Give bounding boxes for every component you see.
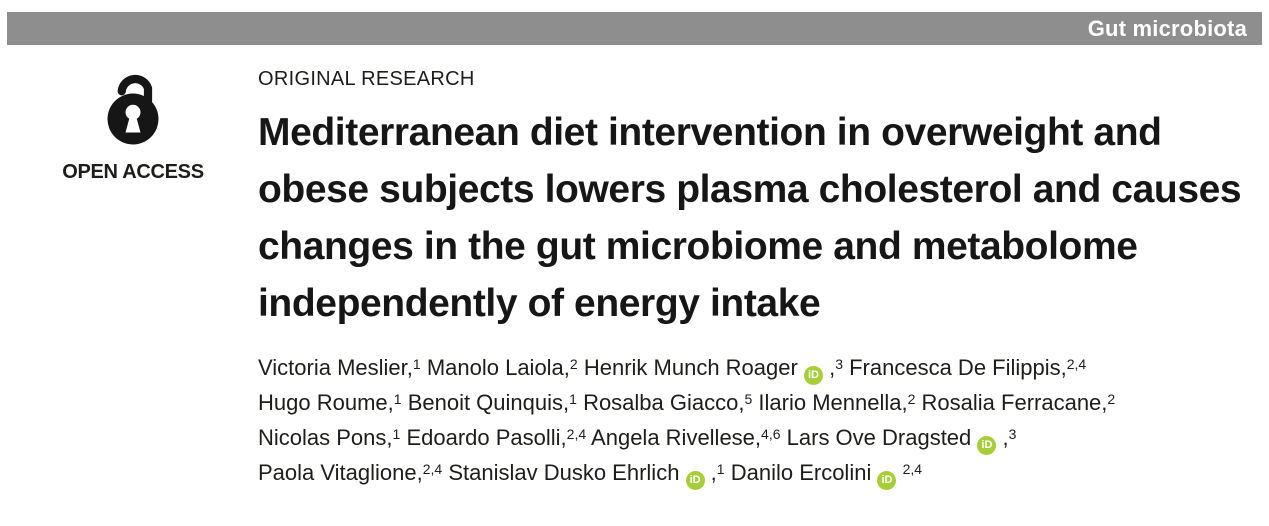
open-access-padlock-icon [100, 74, 166, 150]
topic-banner-label: Gut microbiota [1087, 15, 1247, 41]
author-affiliation-sup: 3 [1008, 425, 1017, 442]
author: Henrik Munch Roager iD ,3 [583, 355, 843, 385]
author-name: Lars Ove Dragsted [786, 425, 972, 450]
author: Rosalia Ferracane,2 [921, 390, 1116, 415]
author-name: Rosalba Giacco [583, 390, 739, 415]
author: Paola Vitaglione,2,4 [258, 460, 443, 485]
author: Victoria Meslier,1 [258, 355, 421, 380]
author-name: Manolo Laiola [426, 355, 564, 380]
author: Stanislav Dusko Ehrlich iD ,1 [448, 460, 725, 490]
author: Lars Ove Dragsted iD ,3 [786, 425, 1017, 455]
author-affiliation-sup: 1 [412, 355, 421, 372]
topic-banner: Gut microbiota [7, 12, 1262, 45]
author: Nicolas Pons,1 [258, 425, 401, 450]
author-name: Angela Rivellese [591, 425, 755, 450]
article-type-label: ORIGINAL RESEARCH [258, 68, 475, 90]
author-affiliation-sup: 2 [569, 355, 578, 372]
author: Manolo Laiola,2 [426, 355, 578, 380]
author-name: Henrik Munch Roager [583, 355, 798, 380]
author-name: Benoit Quinquis [407, 390, 564, 415]
author-name: Stanislav Dusko Ehrlich [448, 460, 680, 485]
author-name: Danilo Ercolini [730, 460, 872, 485]
author-affiliation-sup: 3 [835, 355, 843, 372]
author-affiliation-sup: 1 [393, 390, 402, 407]
author-name: Rosalia Ferracane [921, 390, 1102, 415]
author-affiliation-sup: 2,4 [902, 460, 923, 477]
author-affiliation-sup: 5 [744, 390, 753, 407]
author-affiliation-sup: 2 [907, 390, 916, 407]
author-affiliation-sup: 2,4 [1066, 355, 1087, 372]
author-affiliation-sup: 1 [716, 460, 725, 477]
author: Rosalba Giacco,5 [583, 390, 753, 415]
author-affiliation-sup: 2,4 [422, 460, 443, 477]
open-access-block: OPEN ACCESS [60, 62, 206, 184]
author: Francesca De Filippis,2,4 [849, 355, 1087, 380]
author-affiliation-sup: 1 [392, 425, 401, 442]
open-access-label: OPEN ACCESS [62, 161, 204, 183]
author-name: Ilario Mennella [758, 390, 902, 415]
author-name: Paola Vitaglione [258, 460, 417, 485]
author-affiliation-sup: 1 [569, 390, 577, 407]
author: Benoit Quinquis,1 [407, 390, 577, 415]
author: Angela Rivellese,4,6 [591, 425, 781, 450]
author-name: Hugo Roume [258, 390, 388, 415]
orcid-icon[interactable]: iD [877, 471, 897, 490]
orcid-icon[interactable]: iD [977, 436, 997, 455]
orcid-icon[interactable]: iD [803, 366, 823, 385]
author-name: Edoardo Pasolli [406, 425, 561, 450]
author-affiliation-sup: 4,6 [761, 425, 781, 442]
author-list: Victoria Meslier,1 Manolo Laiola,2 Henri… [258, 350, 1258, 490]
article-main-column: ORIGINAL RESEARCH Mediterranean diet int… [258, 68, 1258, 490]
article-title: Mediterranean diet intervention in overw… [258, 111, 1242, 325]
orcid-icon[interactable]: iD [685, 471, 705, 490]
author: Ilario Mennella,2 [758, 390, 916, 415]
author: Danilo Ercolini iD 2,4 [730, 460, 923, 490]
author-name: Nicolas Pons [258, 425, 387, 450]
author-name: Victoria Meslier [258, 355, 407, 380]
author-name: Francesca De Filippis [849, 355, 1061, 380]
author: Hugo Roume,1 [258, 390, 402, 415]
author-affiliation-sup: 2,4 [566, 425, 587, 442]
author: Edoardo Pasolli,2,4 [406, 425, 587, 450]
author-affiliation-sup: 2 [1107, 390, 1116, 407]
